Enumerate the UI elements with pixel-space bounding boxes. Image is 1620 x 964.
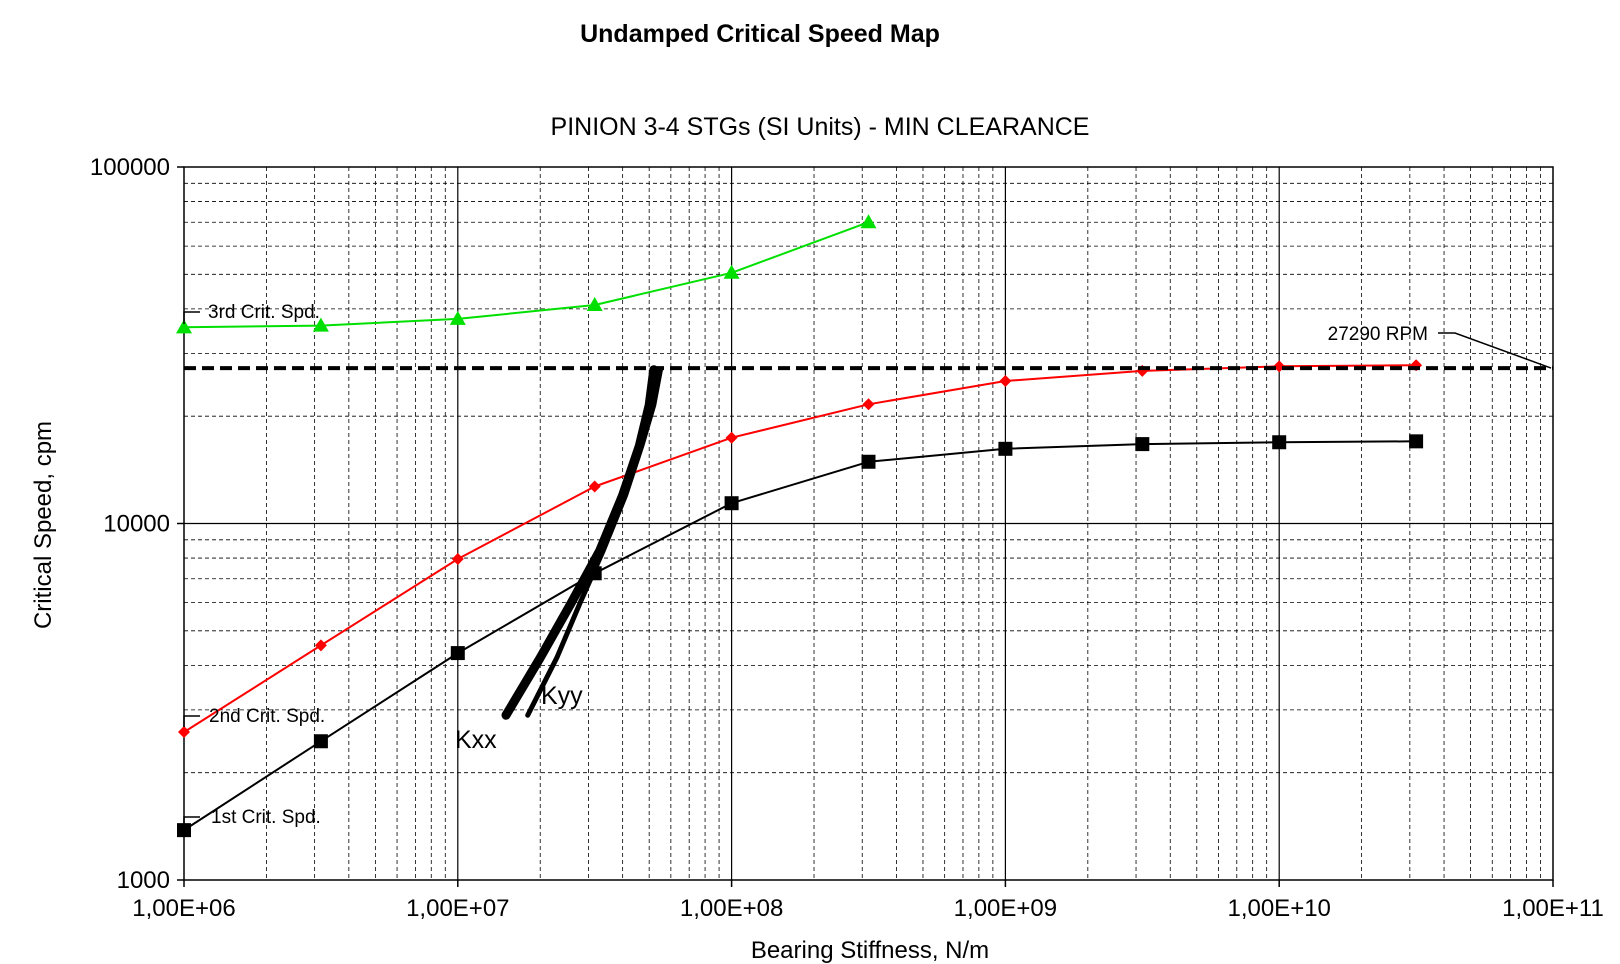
x-tick-label: 1,00E+08 xyxy=(680,895,783,922)
3rd-crit-spd-point xyxy=(176,319,192,334)
2nd-crit-spd-point xyxy=(725,431,738,444)
1st-crit-spd-point xyxy=(724,496,739,511)
reference-label: 27290 RPM xyxy=(1328,324,1428,345)
third-label-leader xyxy=(183,311,200,324)
1st-crit-spd-point xyxy=(450,646,465,661)
2nd-crit-spd-line xyxy=(183,364,1418,734)
3rd-crit-spd-point xyxy=(449,310,466,325)
second-label-leader xyxy=(183,715,200,727)
3rd-crit-spd-point xyxy=(586,297,603,312)
1st-crit-spd-point xyxy=(861,454,876,469)
series-layer xyxy=(176,214,1424,838)
3rd-crit-spd-point xyxy=(860,214,877,229)
series-kxx xyxy=(501,365,659,720)
series-kyy xyxy=(525,367,663,718)
y-axis-label: Critical Speed, cpm xyxy=(30,421,57,629)
3rd-crit-spd-line xyxy=(183,221,870,329)
annotations: 1st Crit. Spd. 2nd Crit. Spd. 3rd Crit. … xyxy=(183,302,583,828)
second-crit-label: 2nd Crit. Spd. xyxy=(209,706,325,727)
1st-crit-spd-point xyxy=(1409,434,1424,449)
1st-crit-spd-point xyxy=(1272,435,1287,450)
kyy-label: Kyy xyxy=(541,682,583,710)
x-tick-label: 1,00E+09 xyxy=(954,895,1057,922)
1st-crit-spd-point xyxy=(1135,437,1150,452)
2nd-crit-spd-point xyxy=(178,726,190,739)
third-crit-label: 3rd Crit. Spd. xyxy=(208,302,320,323)
1st-crit-spd-point xyxy=(313,734,328,749)
3rd-crit-spd-point xyxy=(312,317,329,332)
1st-crit-spd-point xyxy=(177,823,191,838)
first-crit-label: 1st Crit. Spd. xyxy=(211,807,321,828)
2nd-crit-spd-point xyxy=(588,480,601,493)
kxx-line xyxy=(501,365,659,720)
chart-title: Undamped Critical Speed Map xyxy=(580,20,940,48)
x-tick-label: 1,00E+10 xyxy=(1227,895,1330,922)
kxx-label: Kxx xyxy=(455,726,497,754)
x-axis-label: Bearing Stiffness, N/m xyxy=(751,937,989,964)
x-tick-label: 1,00E+07 xyxy=(406,895,509,922)
1st-crit-spd-line xyxy=(183,440,1418,832)
x-tick-label: 1,00E+11 xyxy=(1502,895,1604,922)
y-ticks: 1000 10000 100000 xyxy=(90,154,184,894)
x-tick-label: 1,00E+06 xyxy=(132,895,235,922)
3rd-crit-spd-point xyxy=(723,264,740,279)
series-3rd-crit-spd xyxy=(176,214,877,334)
1st-crit-spd-point xyxy=(998,441,1013,456)
series-1st-crit-spd xyxy=(177,434,1424,838)
2nd-crit-spd-point xyxy=(999,375,1012,388)
first-label-leader xyxy=(183,816,200,827)
y-tick-label: 1000 xyxy=(117,867,170,894)
2nd-crit-spd-point xyxy=(862,398,875,411)
x-ticks: 1,00E+06 1,00E+07 1,00E+08 1,00E+09 1,00E+10… xyxy=(132,880,1604,922)
y-tick-label: 100000 xyxy=(90,154,170,181)
chart-subtitle: PINION 3-4 STGs (SI Units) - MIN CLEARAN… xyxy=(551,113,1090,141)
2nd-crit-spd-point xyxy=(451,553,464,566)
y-tick-label: 10000 xyxy=(103,511,170,538)
kyy-line xyxy=(525,367,663,718)
2nd-crit-spd-point xyxy=(314,639,327,652)
grid xyxy=(184,167,1553,880)
reference-leader xyxy=(1438,332,1552,369)
